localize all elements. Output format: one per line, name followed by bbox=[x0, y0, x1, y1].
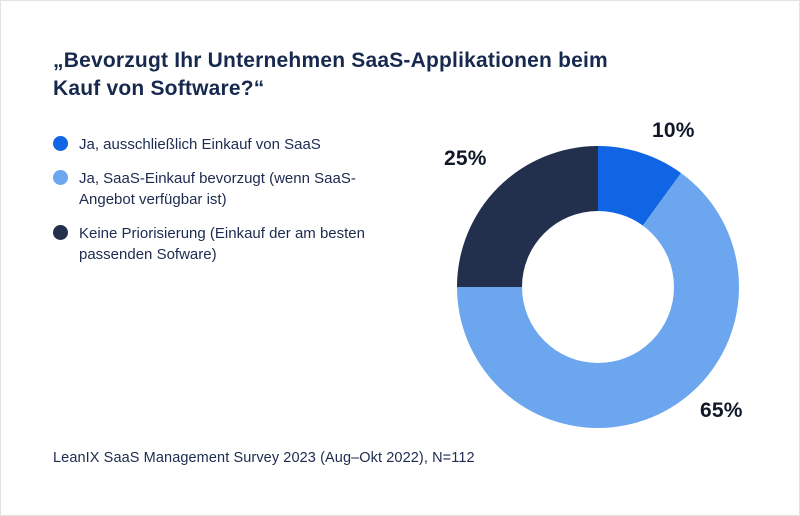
legend-dot bbox=[53, 225, 68, 240]
donut-chart bbox=[457, 146, 739, 428]
source-note: LeanIX SaaS Management Survey 2023 (Aug–… bbox=[53, 450, 475, 466]
slice-label-25-percent: 25% bbox=[444, 147, 487, 170]
legend-label: Ja, SaaS-Einkauf bevorzugt (wenn SaaS-An… bbox=[79, 170, 356, 208]
legend-item-saas-preferred: Ja, SaaS-Einkauf bevorzugt (wenn SaaS-An… bbox=[53, 168, 393, 210]
slice-label-10-percent: 10% bbox=[652, 119, 695, 142]
legend-dot bbox=[53, 136, 68, 151]
donut-hole bbox=[522, 211, 674, 363]
legend-label: Keine Priorisierung (Einkauf der am best… bbox=[79, 225, 365, 263]
legend-label: Ja, ausschließlich Einkauf von SaaS bbox=[79, 136, 321, 153]
slice-label-65-percent: 65% bbox=[700, 399, 743, 422]
legend-dot bbox=[53, 170, 68, 185]
legend-item-saas-only: Ja, ausschließlich Einkauf von SaaS bbox=[53, 134, 393, 155]
chart-legend: Ja, ausschließlich Einkauf von SaaS Ja, … bbox=[53, 134, 393, 265]
legend-item-no-priority: Keine Priorisierung (Einkauf der am best… bbox=[53, 223, 393, 265]
chart-title: „Bevorzugt Ihr Unternehmen SaaS-Applikat… bbox=[53, 49, 608, 101]
